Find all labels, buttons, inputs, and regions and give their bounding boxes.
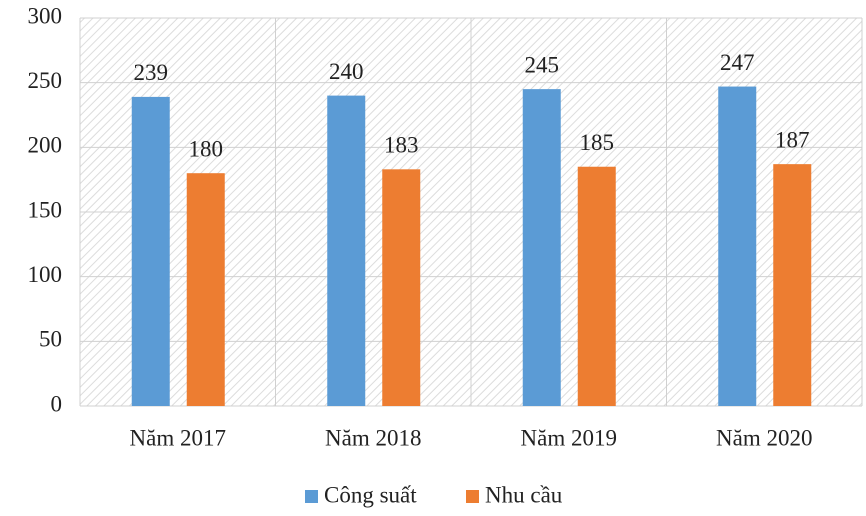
value-label: 247 [720,50,755,75]
legend-label: Công suất [324,482,417,507]
y-tick-label: 150 [28,197,63,222]
bar [186,173,225,406]
bar [327,95,366,406]
x-tick-label: Năm 2019 [521,425,617,450]
bar [718,86,757,407]
bar [522,89,561,406]
y-tick-label: 50 [39,327,62,352]
value-label: 180 [189,136,224,161]
bar [577,166,616,406]
value-label: 185 [580,130,615,155]
y-tick-label: 300 [28,3,63,28]
value-label: 183 [384,133,419,158]
value-label: 245 [525,52,560,77]
y-tick-label: 250 [28,68,63,93]
x-tick-label: Năm 2018 [325,425,421,450]
value-label: 239 [134,60,169,85]
y-tick-label: 0 [51,391,63,416]
legend-swatch [466,490,479,503]
bar [131,96,170,406]
x-tick-label: Năm 2020 [716,425,812,450]
y-tick-label: 100 [28,262,63,287]
y-tick-label: 200 [28,133,63,158]
legend-label: Nhu cầu [485,482,563,507]
bar [382,169,421,406]
legend-swatch [305,490,318,503]
x-tick-label: Năm 2017 [130,425,226,450]
bar [773,164,812,406]
value-label: 240 [329,59,364,84]
value-label: 187 [775,127,810,152]
